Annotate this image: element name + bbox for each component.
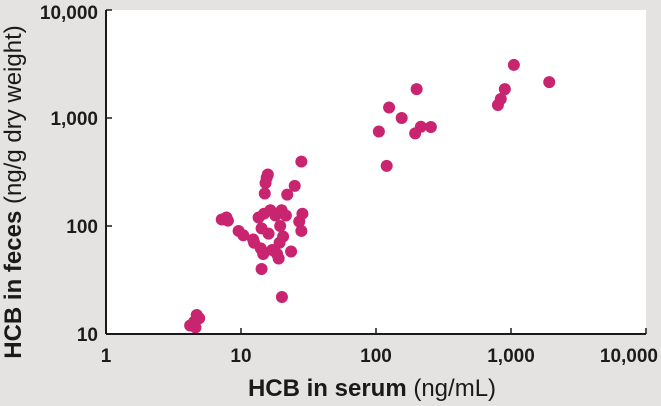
data-point xyxy=(221,214,234,227)
data-point xyxy=(380,159,393,172)
data-point xyxy=(255,262,268,275)
data-point xyxy=(498,83,511,96)
y-tick-label: 1,000 xyxy=(50,109,98,130)
x-tick-label: 10,000 xyxy=(600,346,658,367)
y-tick-label: 100 xyxy=(66,217,98,238)
data-point xyxy=(295,224,308,237)
data-point xyxy=(372,125,385,138)
data-point xyxy=(275,291,288,304)
x-tick-label: 1 xyxy=(101,346,112,367)
data-point xyxy=(395,112,408,124)
data-point xyxy=(189,321,202,334)
y-tick-label: 10,000 xyxy=(40,3,98,24)
data-point xyxy=(288,179,301,192)
data-point xyxy=(262,227,275,240)
data-point xyxy=(494,92,507,105)
x-tick-label: 1,000 xyxy=(487,346,535,367)
data-points xyxy=(184,58,556,334)
plot-area xyxy=(106,10,646,334)
x-tick-label: 100 xyxy=(360,346,392,367)
data-point xyxy=(543,76,556,89)
data-point xyxy=(507,58,520,71)
data-point xyxy=(257,248,270,261)
y-axis-ticks: 10 100 1,000 10,000 xyxy=(40,3,112,346)
data-point xyxy=(281,188,294,201)
data-point xyxy=(258,187,271,200)
x-axis-title-unit: (ng/mL) xyxy=(407,375,496,402)
x-axis-title: HCB in serum (ng/mL) xyxy=(248,375,496,402)
data-point xyxy=(285,245,298,258)
data-point xyxy=(260,171,273,184)
y-tick-label: 10 xyxy=(77,325,98,346)
data-point xyxy=(193,312,206,325)
data-point xyxy=(274,220,287,232)
x-axis-title-main: HCB in serum xyxy=(248,375,407,402)
data-point xyxy=(414,120,427,133)
data-point xyxy=(272,252,285,265)
data-point xyxy=(296,207,309,220)
y-axis-title-main: HCB in feces xyxy=(0,211,27,359)
data-point xyxy=(237,229,250,242)
data-point xyxy=(277,230,290,243)
data-point xyxy=(295,155,308,168)
data-point xyxy=(424,121,437,134)
y-axis-title: HCB in feces (ng/g dry weight) xyxy=(0,25,27,358)
x-tick-label: 10 xyxy=(230,346,251,367)
data-point xyxy=(410,83,423,96)
data-point xyxy=(279,209,292,222)
y-axis-title-unit: (ng/g dry weight) xyxy=(0,25,27,210)
data-point xyxy=(383,101,396,114)
x-axis-ticks: 1 10 100 1,000 10,000 xyxy=(101,328,658,367)
